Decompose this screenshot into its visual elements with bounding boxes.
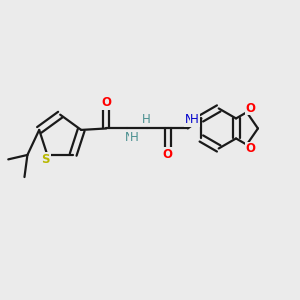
Text: H: H	[130, 131, 139, 144]
Text: O: O	[246, 142, 256, 155]
Text: N: N	[124, 131, 133, 144]
Text: N: N	[185, 113, 194, 126]
Text: O: O	[163, 148, 173, 160]
Text: O: O	[101, 96, 111, 109]
Text: O: O	[246, 102, 256, 115]
Text: H: H	[190, 113, 199, 126]
Text: H: H	[142, 112, 151, 125]
Text: S: S	[41, 152, 50, 166]
